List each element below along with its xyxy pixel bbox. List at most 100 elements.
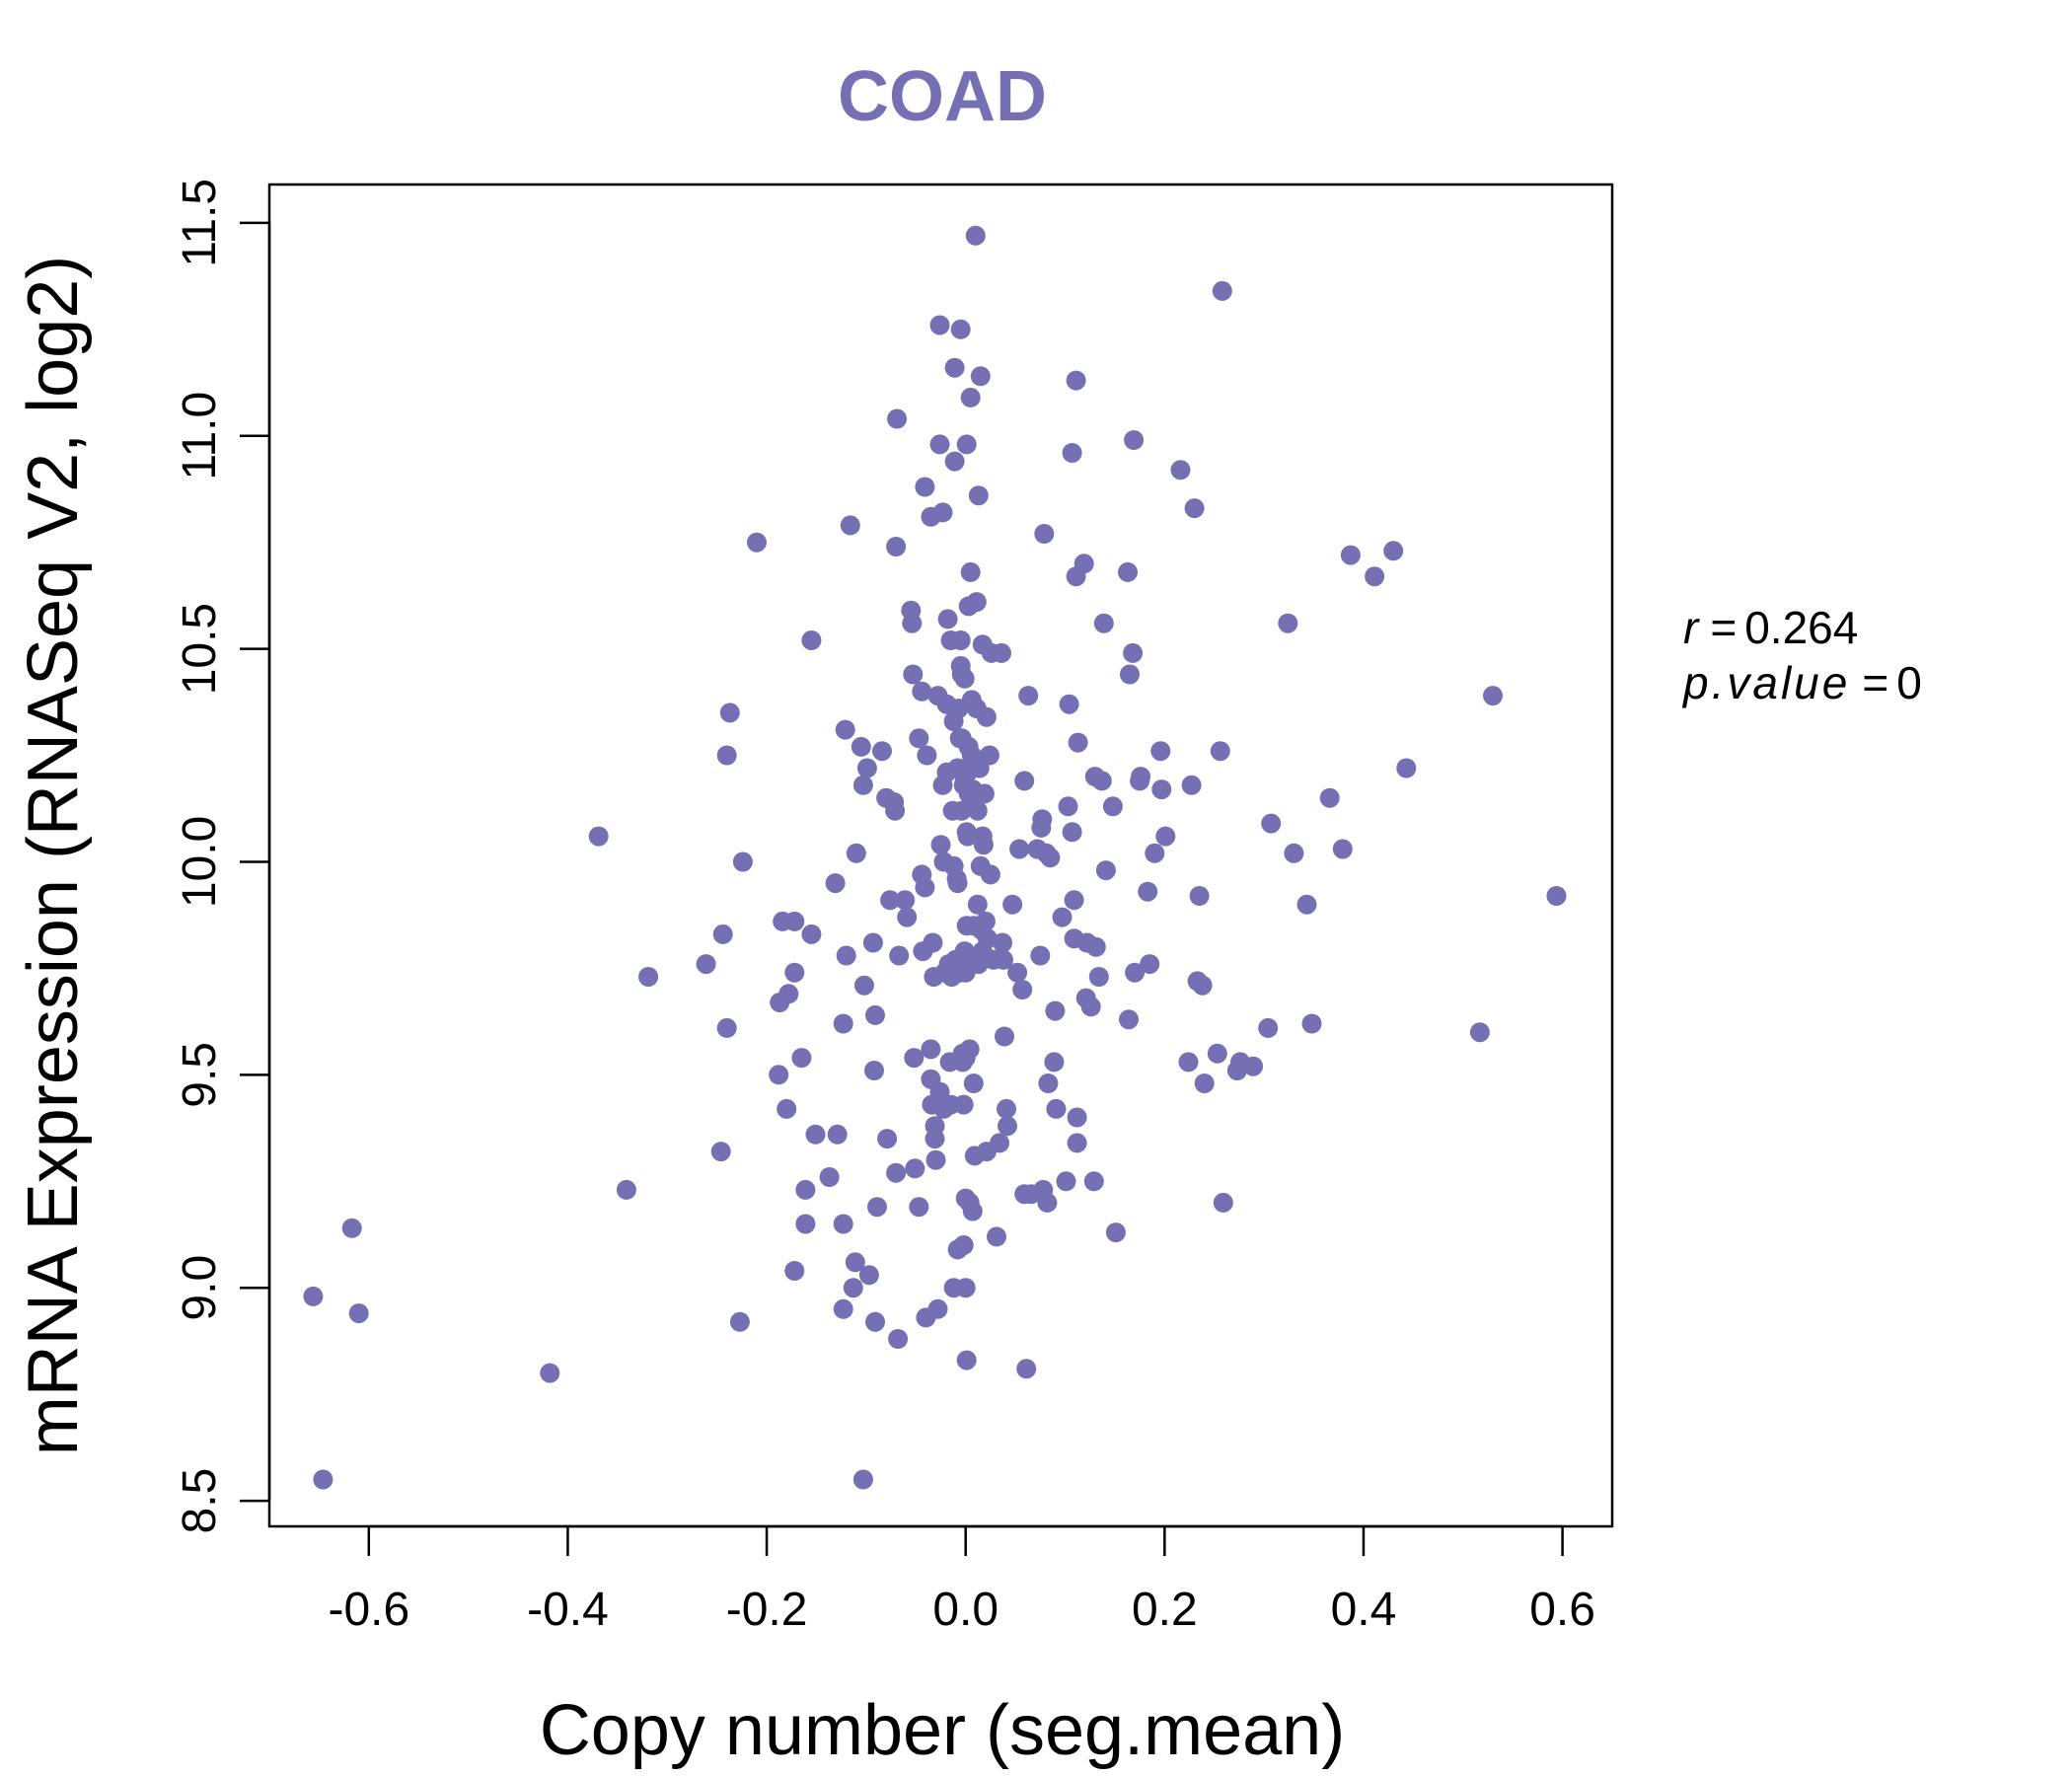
data-point	[1546, 886, 1567, 906]
x-tick-label: -0.4	[527, 1584, 609, 1636]
y-tick-label: 11.5	[174, 179, 226, 267]
data-point	[1073, 554, 1094, 574]
data-point	[1296, 894, 1317, 915]
data-point	[1365, 566, 1385, 587]
data-point	[716, 745, 737, 766]
data-point	[877, 1129, 898, 1149]
data-point	[976, 706, 997, 727]
data-point	[1125, 962, 1146, 983]
data-point	[1192, 975, 1213, 996]
data-point	[1037, 1192, 1058, 1213]
data-point	[897, 907, 918, 927]
data-point	[956, 1350, 977, 1370]
data-point	[801, 630, 822, 650]
x-axis: -0.6 -0.4 -0.2 0.0 0.2 0.4 0.6	[328, 1524, 1595, 1636]
y-tick-label: 9.0	[174, 1255, 226, 1321]
data-point	[1189, 886, 1210, 906]
data-point	[836, 945, 856, 966]
data-point	[867, 1197, 887, 1218]
r-label: r	[1683, 602, 1700, 653]
data-point	[1102, 796, 1123, 817]
data-point	[975, 911, 996, 931]
r-statistic: r = 0.264	[1683, 602, 1858, 653]
data-point	[638, 967, 659, 987]
data-point	[1046, 1098, 1067, 1119]
data-point	[1040, 848, 1061, 868]
y-tick-label: 11.0	[174, 392, 226, 481]
data-point	[784, 1261, 805, 1281]
data-point	[747, 532, 767, 553]
data-point	[729, 1311, 750, 1332]
data-point	[843, 1278, 863, 1298]
data-point	[902, 613, 923, 633]
data-point	[1067, 1107, 1087, 1128]
data-point	[967, 800, 988, 821]
data-point	[716, 1017, 737, 1038]
data-point	[955, 1278, 976, 1298]
data-point	[1030, 945, 1051, 966]
y-tick-label: 8.5	[174, 1468, 226, 1534]
data-point	[1085, 936, 1106, 957]
r-value: 0.264	[1744, 602, 1858, 653]
data-point	[1469, 1022, 1490, 1043]
data-point	[1032, 809, 1053, 830]
data-point	[348, 1303, 369, 1324]
p-label: p.value	[1681, 657, 1850, 708]
data-point	[927, 1298, 948, 1319]
data-point	[1080, 997, 1101, 1017]
y-tick-label: 10.0	[174, 816, 226, 908]
data-point	[929, 434, 950, 455]
data-point	[1118, 561, 1138, 582]
data-point	[885, 800, 906, 821]
data-point	[957, 826, 978, 847]
data-point	[1059, 694, 1079, 714]
data-point	[960, 387, 981, 407]
data-point	[962, 1201, 983, 1221]
data-point	[1009, 839, 1030, 859]
data-point	[886, 1162, 907, 1183]
data-point	[998, 1116, 1017, 1137]
data-point	[977, 928, 998, 949]
data-point	[1083, 1171, 1104, 1192]
data-point	[840, 515, 860, 536]
data-point	[825, 873, 846, 894]
data-point	[956, 434, 977, 455]
x-tick-label: -0.2	[726, 1584, 808, 1636]
y-axis-label: mRNA Expression (RNASeq V2, log2)	[14, 256, 93, 1455]
data-point	[1184, 498, 1205, 519]
data-point	[1105, 1222, 1126, 1243]
chart-title: COAD	[838, 57, 1047, 136]
data-point	[968, 485, 989, 506]
data-point	[777, 1098, 797, 1119]
data-point	[1012, 980, 1033, 999]
data-point	[795, 1214, 816, 1234]
data-point	[997, 1098, 1016, 1119]
data-point	[973, 835, 994, 855]
data-point	[921, 1039, 941, 1060]
data-point	[1178, 1052, 1199, 1073]
data-point	[862, 932, 883, 953]
data-point	[944, 357, 965, 378]
data-point	[1332, 839, 1353, 859]
data-point	[1088, 967, 1109, 987]
data-point	[1150, 741, 1171, 762]
data-point	[915, 477, 935, 497]
data-point	[1210, 741, 1230, 762]
data-point	[833, 1298, 853, 1319]
data-point	[1181, 775, 1202, 795]
data-point	[886, 537, 907, 556]
data-point	[950, 630, 971, 650]
data-point	[719, 703, 740, 723]
data-point	[925, 1149, 946, 1170]
data-point	[1120, 664, 1140, 685]
data-point	[917, 745, 937, 766]
data-point	[932, 502, 953, 523]
data-point	[887, 408, 908, 429]
data-point	[929, 1081, 950, 1102]
data-point	[1062, 443, 1082, 463]
data-point	[953, 1235, 974, 1255]
data-point	[858, 1265, 879, 1286]
data-point	[880, 890, 901, 911]
data-point	[833, 1214, 853, 1234]
